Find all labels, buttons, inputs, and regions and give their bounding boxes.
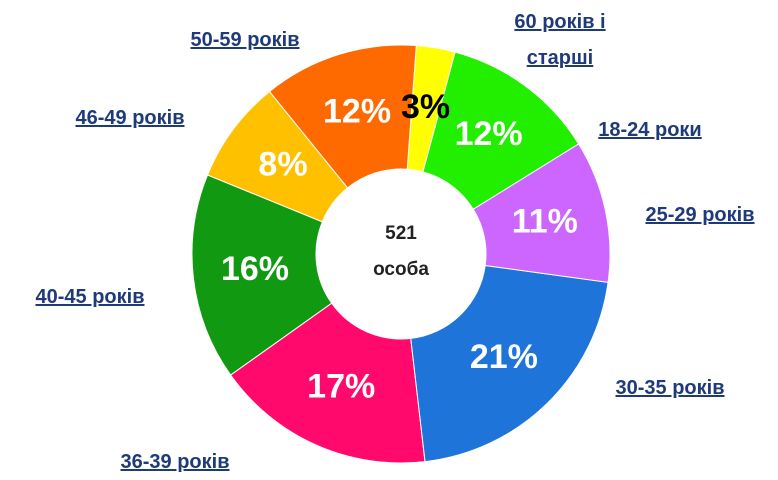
- category-label: 36-39 років: [120, 451, 230, 473]
- category-label: 18-24 роки: [598, 119, 702, 141]
- category-label: 60 років і старші: [514, 11, 606, 69]
- center-text: 521: [385, 223, 417, 244]
- segment: [191, 174, 333, 376]
- value-label: 21%: [470, 338, 538, 376]
- segment: [410, 264, 609, 463]
- segment: [472, 143, 611, 283]
- category-label: 30-35 років: [615, 377, 725, 399]
- value-label: 17%: [307, 367, 375, 405]
- segment: [422, 51, 580, 210]
- category-label: 46-49 років: [75, 107, 185, 129]
- category-label: 40-45 років: [35, 286, 145, 308]
- value-label: 11%: [512, 202, 578, 240]
- value-label: 12%: [455, 115, 523, 153]
- segment: [268, 44, 417, 189]
- value-label: 8%: [258, 145, 307, 183]
- category-label: 25-29 років: [645, 204, 755, 226]
- value-label: 12%: [323, 93, 391, 131]
- value-label: 3%: [401, 88, 450, 126]
- value-label: 16%: [221, 250, 289, 288]
- center-text: особа: [373, 259, 429, 280]
- category-label: 50-59 років: [190, 29, 300, 51]
- segment: [229, 302, 426, 464]
